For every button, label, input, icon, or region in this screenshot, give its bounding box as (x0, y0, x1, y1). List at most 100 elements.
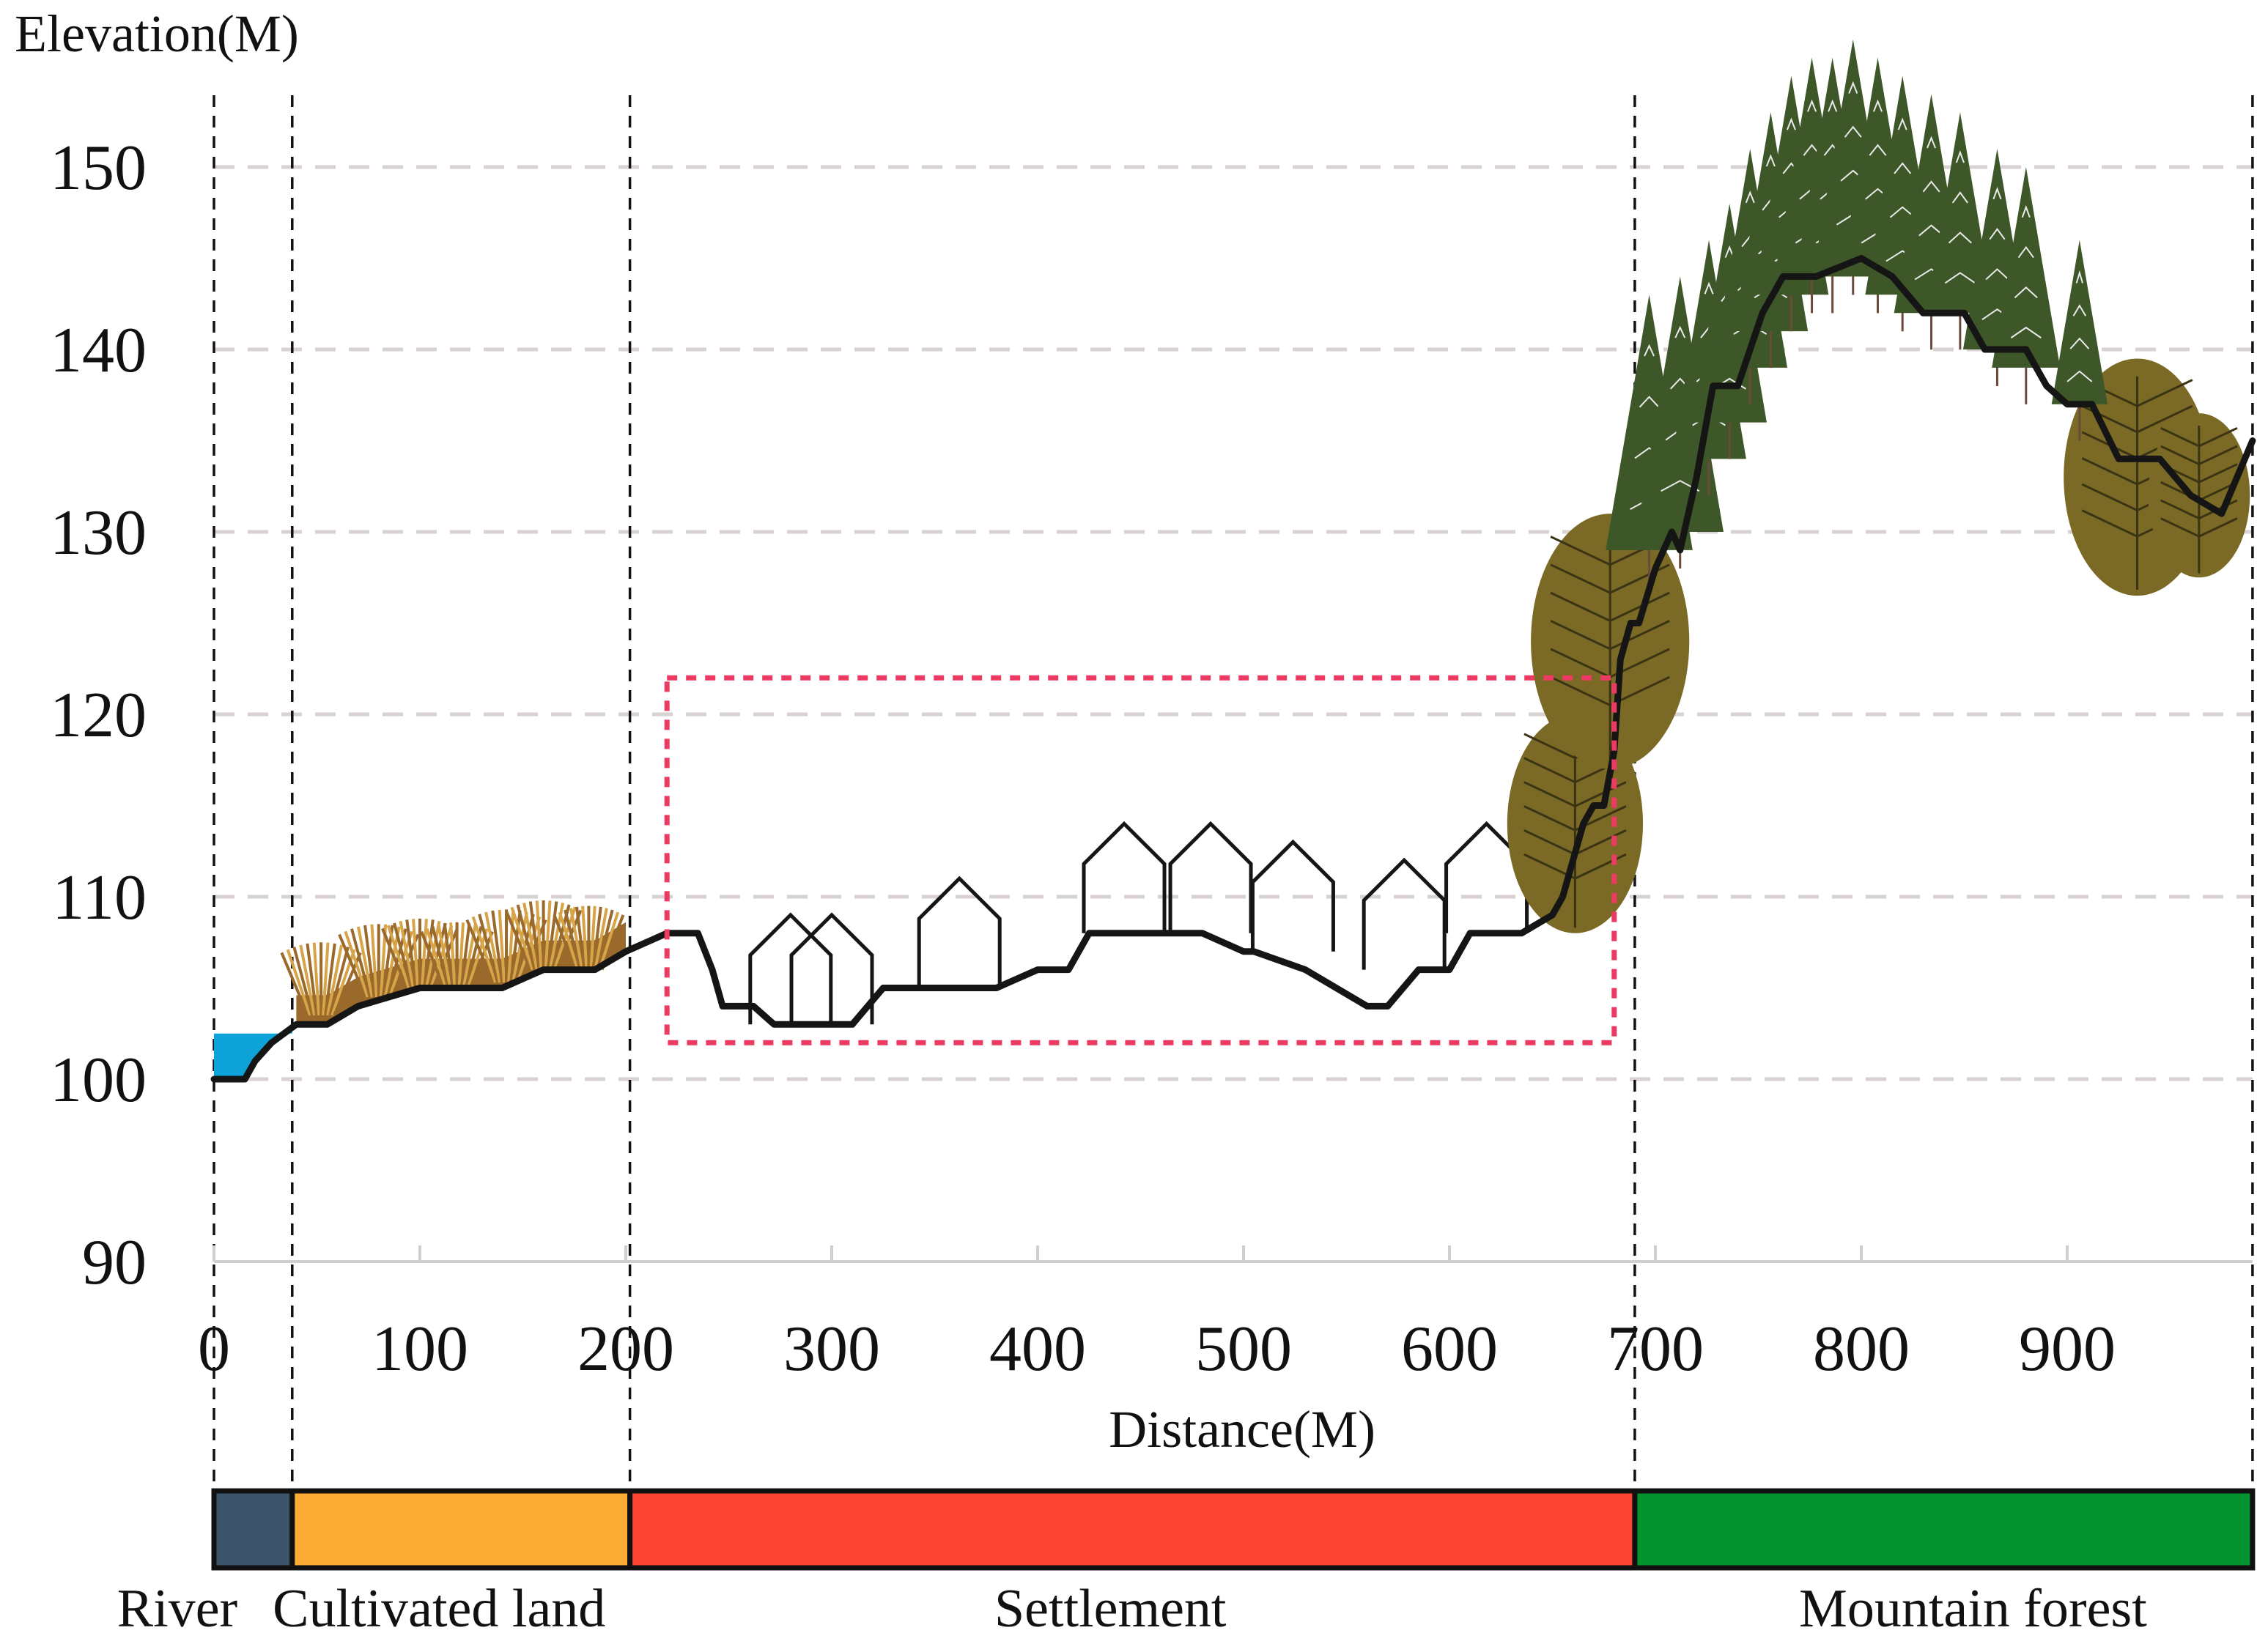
y-tick-label: 140 (50, 315, 147, 386)
crop-stalk (443, 923, 454, 988)
tree-highlight (1872, 99, 1883, 112)
crop-stalk (299, 944, 317, 1016)
zone-label: River (117, 1579, 237, 1639)
zone-label: Mountain forest (1799, 1579, 2147, 1639)
crop-stalk (471, 916, 497, 983)
crop-stalk (504, 909, 532, 971)
house (1082, 821, 1167, 933)
tree-highlight (1897, 117, 1907, 130)
crop-stalk (546, 901, 558, 970)
house (917, 875, 1002, 988)
settlement-houses (748, 821, 1529, 1025)
house (1362, 857, 1447, 970)
elevation-line (210, 255, 2256, 1083)
tree-highlight (1944, 272, 1976, 284)
crop-stalk (405, 919, 417, 988)
crop-stalk (363, 925, 376, 998)
crop-stalk (558, 911, 580, 971)
crop-stalk (507, 909, 515, 983)
x-axis (213, 1245, 2253, 1263)
tree-crown (1636, 276, 1724, 532)
tree-highlight (1989, 227, 2006, 240)
crop-stalk (412, 919, 419, 988)
crop-stalk (581, 906, 588, 970)
crop-stalk (393, 922, 413, 989)
settlement-box (664, 675, 1617, 1045)
land-use-zones: River Cultivated land Settlement Mountain f… (117, 1488, 2256, 1639)
tree-highlight (1955, 150, 1965, 163)
tree-highlight (2010, 326, 2042, 338)
tree-highlight (1948, 232, 1972, 244)
crop-stalk (509, 910, 522, 983)
settlement-highlight (664, 675, 1617, 1045)
crop-stalk (306, 943, 319, 1016)
house (748, 912, 833, 1025)
tree-vein (1523, 805, 1627, 832)
crop-stalk (564, 909, 582, 971)
x-tick-label: 800 (1813, 1314, 1910, 1385)
tree-vein (1523, 853, 1627, 880)
tree-highlight (1992, 186, 2002, 200)
crop-stalk (423, 919, 435, 988)
crop-stalk (528, 901, 541, 970)
tree-highlight (2075, 270, 2084, 284)
crop-stalk (370, 924, 378, 998)
y-tick-label: 130 (50, 497, 147, 569)
tree-vein (1550, 620, 1670, 651)
deciduous-tree (2148, 413, 2250, 578)
crop-stalk (466, 928, 489, 989)
tree-highlight (2017, 245, 2034, 259)
crop-tuft (553, 906, 625, 971)
tree-highlight (2066, 370, 2093, 382)
y-axis-label: Elevation(M) (15, 4, 299, 63)
crop-stalk (575, 906, 586, 970)
tree-vein (2160, 445, 2238, 466)
crop-stalk (522, 903, 539, 970)
crop-stalk (381, 927, 408, 989)
crop-stalk (280, 952, 309, 1016)
crop-stalk (326, 944, 343, 1016)
crop-stalk (594, 908, 608, 970)
x-tick-label: 200 (577, 1314, 674, 1385)
crop-stalk (437, 924, 452, 988)
x-tick-labels: 0 100 200 300 400 500 600 700 800 900 (198, 1314, 2116, 1385)
zone-label: Cultivated land (273, 1579, 605, 1639)
zone-bar (627, 1488, 1638, 1571)
tree-highlight (2069, 337, 2090, 349)
zone-bar (289, 1488, 633, 1571)
x-tick-label: 700 (1607, 1314, 1704, 1385)
crop-stalk (386, 925, 410, 989)
y-tick-label: 100 (50, 1045, 147, 1116)
crop-stalk (356, 926, 374, 998)
crop-stalk (498, 909, 506, 983)
crop-stalk (292, 947, 314, 1016)
conifer-tree (2051, 240, 2108, 441)
tree-highlight (1889, 206, 1916, 218)
crop-stalk (420, 930, 446, 989)
y-tick-label: 90 (82, 1227, 147, 1298)
tree-crown (2051, 240, 2108, 404)
house (1168, 821, 1253, 933)
zone-bar (211, 1488, 295, 1571)
tree-highlight (1639, 396, 1660, 408)
crop-stalk (344, 930, 369, 998)
tree-highlight (2014, 286, 2038, 299)
crop-tuft (280, 942, 362, 1016)
x-tick-label: 400 (989, 1314, 1086, 1385)
crop-stalk (425, 920, 441, 988)
forest-trees (1507, 39, 2250, 933)
crop-stalk (427, 922, 447, 989)
tree-highlight (1985, 268, 2009, 281)
crop-stalk (484, 911, 501, 983)
zone-label: Settlement (994, 1579, 1227, 1639)
crop-stalk (598, 911, 620, 971)
terrain-profile (210, 255, 2256, 1083)
tree-highlight (1807, 99, 1817, 112)
crop-stalk (569, 908, 584, 970)
crop-stalk (457, 922, 465, 988)
crop-stalk (596, 909, 614, 971)
tree-highlight (1922, 180, 1940, 193)
crop-stalk (350, 928, 372, 998)
x-tick-label: 300 (783, 1314, 880, 1385)
